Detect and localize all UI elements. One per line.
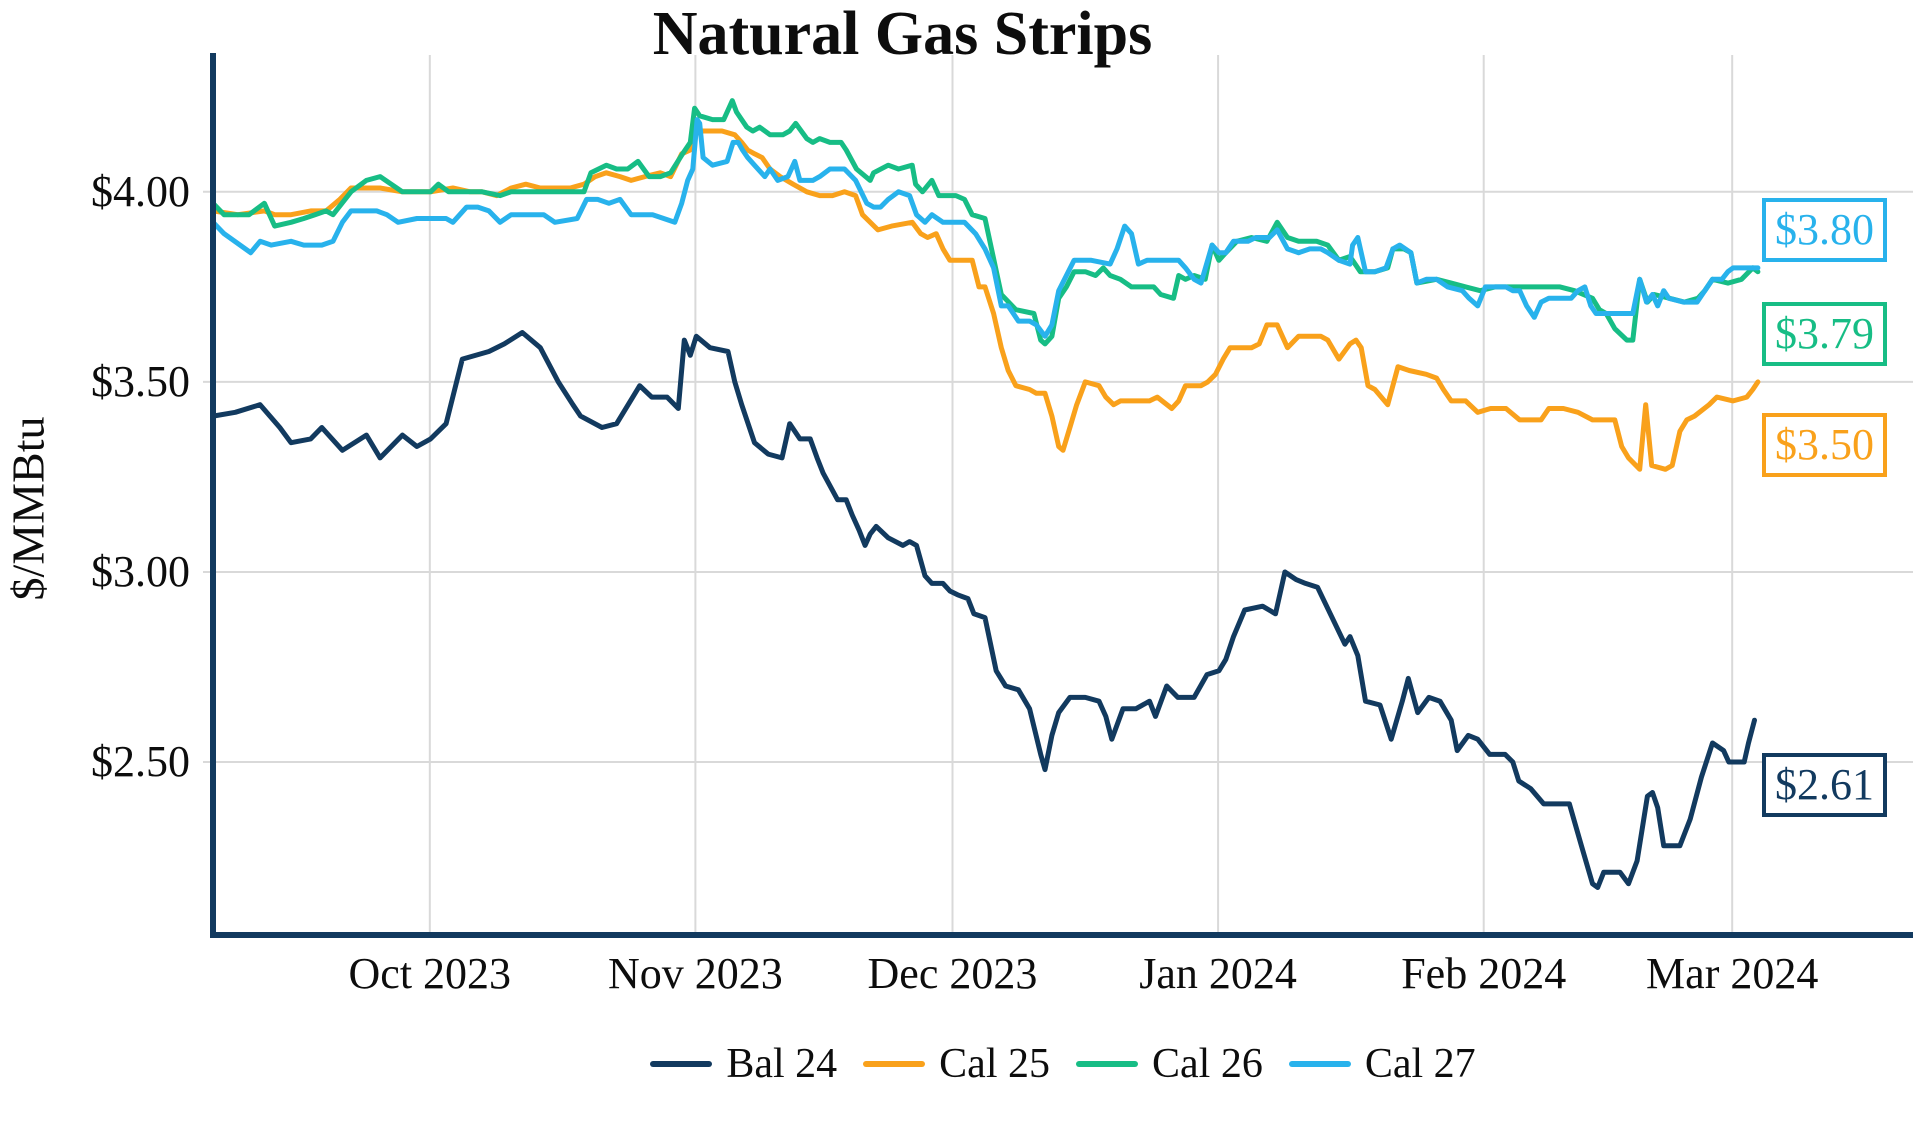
legend-line-swatch-icon [1288, 1061, 1351, 1067]
y-tick-label: $3.50 [91, 356, 190, 406]
x-tick-label: Dec 2023 [867, 949, 1038, 998]
chart-legend: Bal 24 Cal 25 Cal 26 Cal 27 [213, 1034, 1913, 1094]
legend-line-swatch-icon [863, 1061, 926, 1067]
y-tick-label: $4.00 [91, 166, 190, 216]
legend-item-cal-25: Cal 25 [863, 1040, 1050, 1088]
legend-item-bal-24: Bal 24 [650, 1040, 837, 1088]
y-tick-label: $3.00 [91, 546, 190, 596]
x-tick-label: Mar 2024 [1646, 949, 1819, 998]
end-value-label-bal-24: $2.61 [1762, 753, 1887, 817]
legend-label: Cal 25 [939, 1041, 1050, 1087]
legend-label: Cal 26 [1152, 1041, 1263, 1087]
series-line-cal-25 [210, 128, 1761, 472]
legend-item-cal-26: Cal 26 [1076, 1040, 1263, 1088]
legend-label: Bal 24 [726, 1041, 838, 1087]
y-tick-label: $2.50 [91, 737, 190, 787]
series-line-cal-27 [210, 117, 1761, 339]
legend-item-cal-27: Cal 27 [1288, 1040, 1476, 1088]
end-value-label-cal-27: $3.80 [1762, 198, 1887, 262]
end-value-label-cal-25: $3.50 [1762, 413, 1887, 477]
legend-line-swatch-icon [1076, 1061, 1138, 1067]
x-tick-label: Jan 2024 [1139, 949, 1297, 998]
legend-label: Cal 27 [1364, 1041, 1476, 1087]
series-line-cal-26 [210, 98, 1761, 347]
x-tick-label: Oct 2023 [348, 949, 512, 998]
chart-title: Natural Gas Strips [652, 0, 1153, 68]
x-tick-label: Feb 2024 [1401, 949, 1567, 998]
end-value-label-cal-26: $3.79 [1762, 302, 1887, 366]
x-tick-label: Nov 2023 [608, 949, 783, 998]
legend-line-swatch-icon [650, 1061, 713, 1067]
series-line-bal-24 [210, 330, 1757, 890]
